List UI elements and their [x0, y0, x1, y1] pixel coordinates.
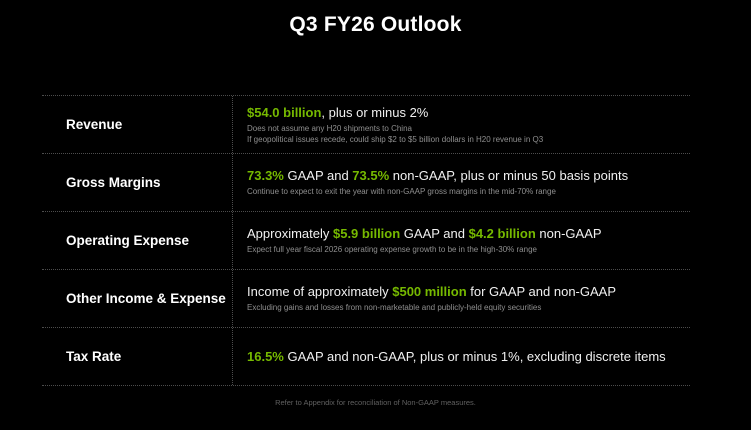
table-row-other-income-expense: Other Income & Expense Income of approxi…	[42, 269, 690, 327]
row-note: Expect full year fiscal 2026 operating e…	[247, 245, 537, 254]
row-label: Gross Margins	[42, 154, 233, 211]
value-text: Income of approximately	[247, 284, 393, 299]
row-value: Approximately $5.9 billion GAAP and $4.2…	[247, 226, 684, 242]
table-row-operating-expense: Operating Expense Approximately $5.9 bil…	[42, 211, 690, 269]
value-text: GAAP and	[400, 226, 469, 241]
row-label: Tax Rate	[42, 328, 233, 385]
value-highlight: 73.3%	[247, 168, 284, 183]
page-title: Q3 FY26 Outlook	[289, 13, 462, 36]
value-highlight: $5.9 billion	[332, 226, 401, 241]
value-text: non-GAAP	[535, 226, 602, 241]
row-content: Income of approximately $500 million for…	[233, 270, 690, 327]
table-row-revenue: Revenue $54.0 billion, plus or minus 2% …	[42, 95, 690, 153]
value-highlight: 73.5%	[352, 168, 390, 183]
table-row-tax-rate: Tax Rate 16.5% GAAP and non-GAAP, plus o…	[42, 327, 690, 385]
row-label: Revenue	[42, 96, 233, 153]
row-value: $54.0 billion, plus or minus 2%	[247, 105, 684, 121]
row-content: Approximately $5.9 billion GAAP and $4.2…	[233, 212, 690, 269]
value-text: non-GAAP, plus or minus 50 basis points	[389, 168, 629, 183]
row-content: $54.0 billion, plus or minus 2% Does not…	[233, 96, 690, 153]
row-note: Does not assume any H20 shipments to Chi…	[247, 123, 412, 133]
row-value: 16.5% GAAP and non-GAAP, plus or minus 1…	[247, 349, 684, 365]
value-highlight: $4.2 billion	[468, 226, 536, 241]
value-highlight: $54.0 billion	[247, 104, 322, 120]
value-highlight: $500 million	[392, 284, 467, 299]
value-text: GAAP and non-GAAP, plus or minus 1%, exc…	[283, 348, 666, 364]
row-label: Other Income & Expense	[42, 270, 233, 327]
appendix-disclaimer: Refer to Appendix for reconciliation of …	[275, 398, 476, 407]
row-label: Operating Expense	[42, 212, 233, 269]
table-row-gross-margins: Gross Margins 73.3% GAAP and 73.5% non-G…	[42, 153, 690, 211]
row-note: If geopolitical issues recede, could shi…	[247, 134, 544, 144]
row-note: Excluding gains and losses from non-mark…	[247, 303, 542, 312]
value-text: for GAAP and non-GAAP	[466, 284, 616, 299]
value-highlight: 16.5%	[247, 348, 284, 364]
value-text: , plus or minus 2%	[321, 104, 429, 120]
outlook-table: Revenue $54.0 billion, plus or minus 2% …	[42, 95, 690, 386]
row-value: 73.3% GAAP and 73.5% non-GAAP, plus or m…	[247, 168, 684, 184]
value-text: Approximately	[247, 226, 333, 241]
row-note: Continue to expect to exit the year with…	[247, 187, 556, 196]
value-text: GAAP and	[283, 168, 353, 183]
row-value: Income of approximately $500 million for…	[247, 284, 684, 300]
row-content: 16.5% GAAP and non-GAAP, plus or minus 1…	[233, 328, 690, 385]
row-content: 73.3% GAAP and 73.5% non-GAAP, plus or m…	[233, 154, 690, 211]
